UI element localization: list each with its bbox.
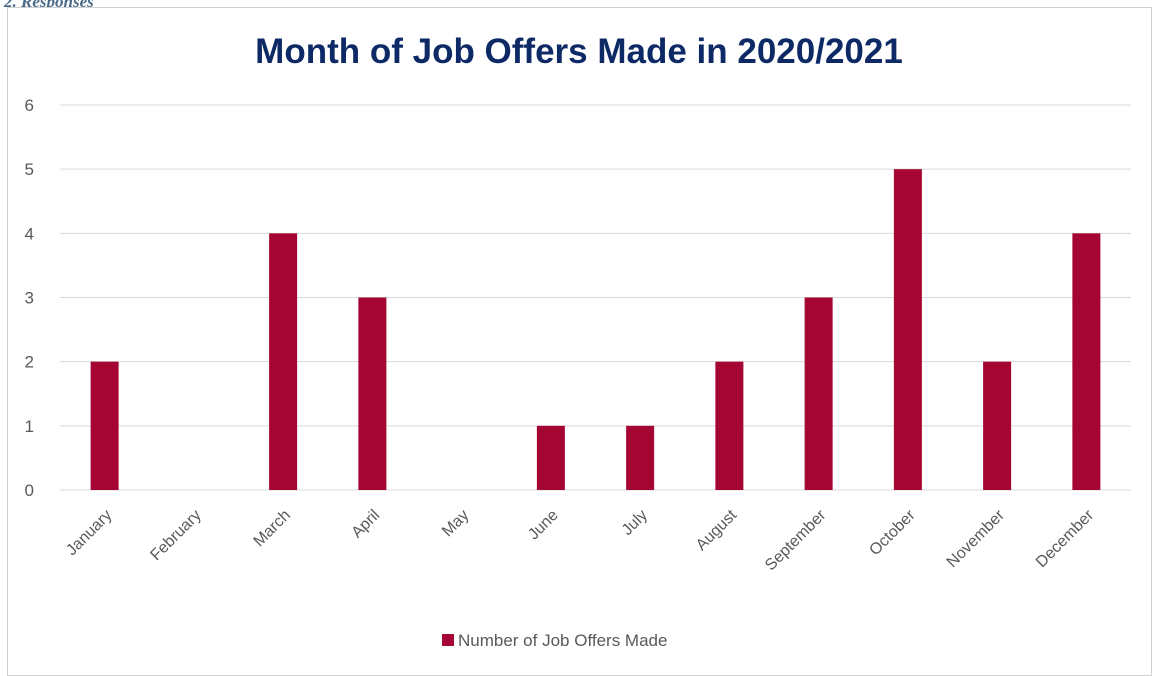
legend-label: Number of Job Offers Made xyxy=(458,631,667,650)
bar-december xyxy=(1072,233,1101,491)
bar-july xyxy=(626,425,655,490)
y-tick-label: 4 xyxy=(25,224,34,243)
bar-april xyxy=(358,297,387,490)
x-tick-label: May xyxy=(439,507,472,540)
bars xyxy=(90,169,1101,491)
legend-swatch xyxy=(442,634,454,646)
y-tick-label: 5 xyxy=(25,160,34,179)
chart-frame: Month of Job Offers Made in 2020/2021 0 1… xyxy=(7,7,1152,676)
y-tick-label: 1 xyxy=(25,417,34,436)
x-tick-label: February xyxy=(147,507,204,564)
x-tick-label: September xyxy=(762,506,830,574)
x-tick-label: December xyxy=(1033,506,1098,571)
legend: Number of Job Offers Made xyxy=(442,631,667,650)
x-tick-label: March xyxy=(250,507,293,550)
bar-june xyxy=(536,425,565,490)
x-axis-ticks: January February March April May June July Augu… xyxy=(63,506,1097,574)
y-tick-label: 6 xyxy=(25,96,34,115)
bar-september xyxy=(804,297,833,490)
x-tick-label: January xyxy=(63,507,115,559)
bar-august xyxy=(715,361,744,490)
gridlines xyxy=(60,104,1131,491)
bar-october xyxy=(893,169,922,490)
x-tick-label: July xyxy=(619,507,651,539)
chart-title: Month of Job Offers Made in 2020/2021 xyxy=(255,32,903,71)
x-tick-label: June xyxy=(525,507,562,544)
y-tick-label: 3 xyxy=(25,289,34,308)
section-caption: 2. Responses xyxy=(4,0,94,11)
bar-january xyxy=(90,361,119,490)
x-tick-label: October xyxy=(866,506,919,559)
x-tick-label: November xyxy=(944,506,1009,571)
x-tick-label: April xyxy=(349,507,384,542)
y-tick-label: 0 xyxy=(25,481,34,500)
y-tick-label: 2 xyxy=(25,353,34,372)
bar-november xyxy=(983,361,1012,490)
bar-march xyxy=(269,233,298,491)
bar-chart: Month of Job Offers Made in 2020/2021 0 1… xyxy=(25,32,1131,650)
x-tick-label: August xyxy=(693,506,741,554)
y-axis-ticks: 0 1 2 3 4 5 6 xyxy=(25,96,34,500)
